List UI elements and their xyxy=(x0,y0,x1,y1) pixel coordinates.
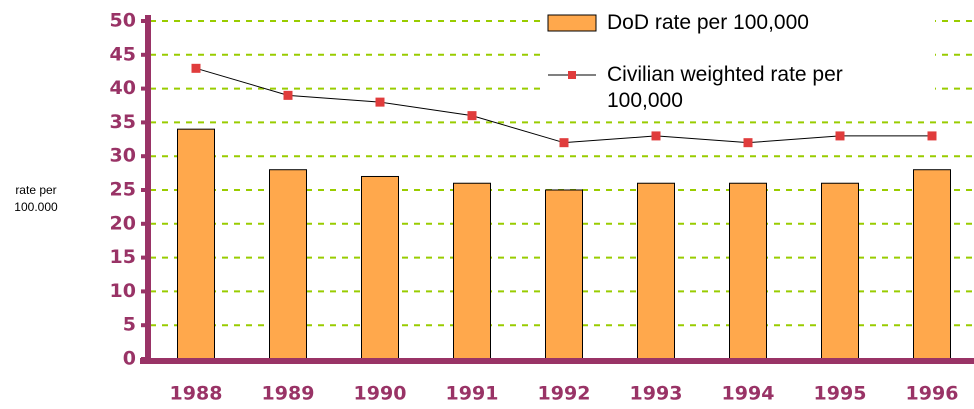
y-tick-label: 30 xyxy=(110,145,136,167)
x-tick-label: 1994 xyxy=(722,383,775,405)
marker xyxy=(375,97,385,107)
x-tick-label: 1993 xyxy=(630,383,683,405)
bar xyxy=(913,169,951,360)
legend-swatch xyxy=(547,14,597,32)
legend-swatch xyxy=(548,71,596,79)
legend-item: Civilian weighted rate per 100,000 xyxy=(545,62,907,114)
bar xyxy=(177,128,215,360)
marker xyxy=(283,90,293,100)
marker xyxy=(835,131,845,141)
bar xyxy=(453,182,491,360)
y-tick-label: 0 xyxy=(123,348,136,370)
bar xyxy=(361,175,399,360)
legend-item: DoD rate per 100,000 xyxy=(545,10,907,36)
marker xyxy=(743,138,753,148)
x-tick-label: 1995 xyxy=(814,383,867,405)
y-axis-label: rate per 100.000 xyxy=(14,183,58,214)
x-tick-label: 1996 xyxy=(906,383,959,405)
bar xyxy=(637,182,675,360)
legend-label: DoD rate per 100,000 xyxy=(607,11,809,34)
marker xyxy=(559,138,569,148)
x-tick-label: 1992 xyxy=(538,383,591,405)
y-tick-label: 40 xyxy=(110,77,136,99)
marker xyxy=(467,111,477,121)
bar xyxy=(821,182,859,360)
y-tick-label: 10 xyxy=(110,280,136,302)
bar xyxy=(729,182,767,360)
marker xyxy=(927,131,937,141)
legend-label: Civilian weighted rate per 100,000 xyxy=(607,63,843,112)
y-tick-label: 20 xyxy=(110,212,136,234)
bar xyxy=(269,169,307,360)
y-tick-label: 35 xyxy=(110,111,136,133)
x-tick-label: 1990 xyxy=(354,383,407,405)
x-tick-label: 1988 xyxy=(170,383,223,405)
y-tick-label: 50 xyxy=(110,10,136,32)
y-tick-label: 45 xyxy=(110,43,136,65)
marker xyxy=(651,131,661,141)
marker xyxy=(191,63,201,73)
y-tick-label: 5 xyxy=(123,314,136,336)
bar xyxy=(545,189,583,360)
x-tick-label: 1989 xyxy=(262,383,315,405)
x-tick-label: 1991 xyxy=(446,383,499,405)
y-tick-label: 25 xyxy=(110,179,136,201)
y-tick-label: 15 xyxy=(110,246,136,268)
legend: DoD rate per 100,000 Civilian weighted r… xyxy=(545,4,935,120)
